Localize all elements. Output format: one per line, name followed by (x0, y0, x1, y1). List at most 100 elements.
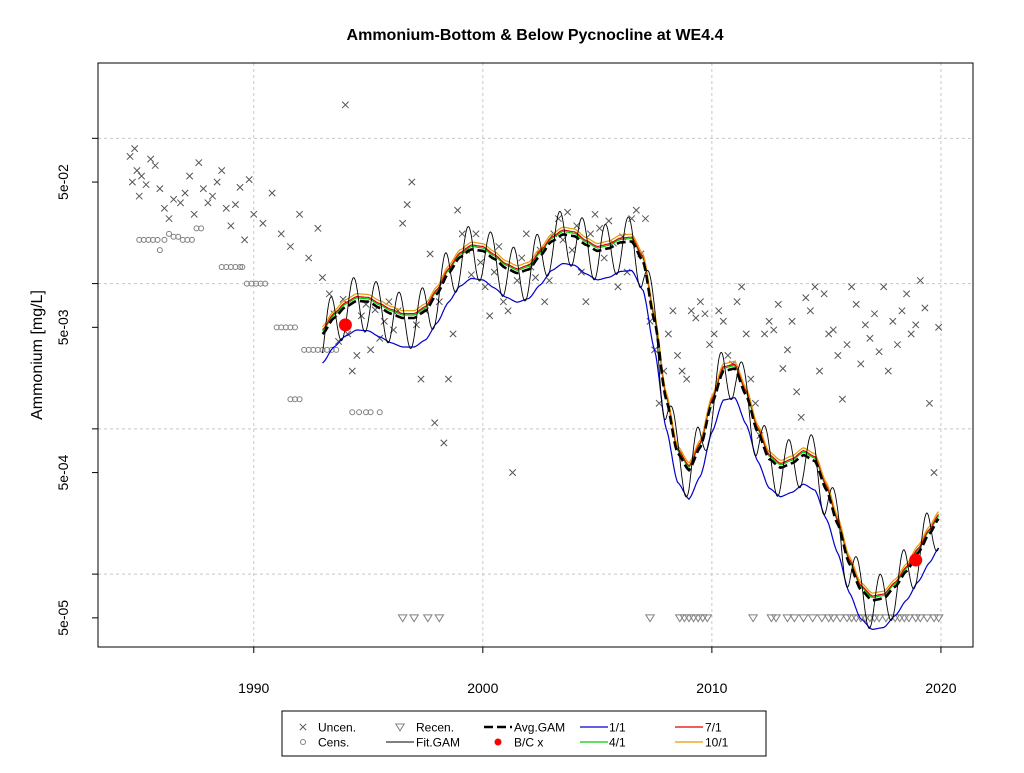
uncensored-point (614, 283, 622, 291)
uncensored-point (231, 201, 239, 209)
uncensored-point (884, 367, 892, 375)
uncensored-point (499, 298, 507, 306)
uncensored-point (522, 230, 530, 238)
uncensored-point (199, 185, 207, 193)
uncensored-point (673, 351, 682, 360)
uncensored-point (458, 230, 466, 238)
uncensored-point (399, 219, 407, 227)
uncensored-point (811, 283, 819, 291)
uncensored-point (408, 178, 416, 186)
recensored-point (408, 614, 420, 623)
uncensored-point (898, 307, 906, 315)
censored-point (376, 409, 383, 416)
uncensored-point (696, 298, 704, 306)
recensored-point (828, 614, 839, 623)
recensored-point (770, 614, 782, 623)
uncensored-point (692, 314, 700, 322)
uncensored-point (568, 246, 576, 254)
grid-lines (98, 63, 973, 647)
uncensored-point (353, 351, 361, 360)
data-series (126, 101, 944, 631)
censored-point (166, 230, 173, 237)
uncensored-point (545, 276, 553, 285)
uncensored-point (600, 254, 608, 262)
uncensored-point (628, 215, 636, 223)
uncensored-point (678, 367, 686, 375)
recensored-point (789, 614, 800, 623)
recensored-point (903, 614, 914, 623)
uncensored-point (683, 375, 691, 383)
censored-point (175, 233, 182, 240)
x-tick-label: 2000 (467, 680, 498, 696)
uncensored-point (151, 161, 159, 170)
fit-gam-line (322, 210, 940, 629)
uncensored-point (843, 341, 851, 349)
uncensored-point (176, 199, 185, 207)
uncensored-point (314, 224, 322, 232)
uncensored-point (541, 298, 549, 306)
uncensored-point (861, 321, 869, 329)
censored-point (349, 409, 356, 416)
uncensored-point (481, 283, 489, 291)
scenario-line-10-1 (322, 226, 940, 594)
scenario-line-7-1 (322, 229, 940, 597)
x-tick-label: 2020 (925, 680, 956, 696)
legend-label-s4_1: 4/1 (609, 736, 626, 750)
recensored-point (748, 614, 759, 623)
uncensored-point (848, 283, 856, 291)
recensored-point (873, 614, 885, 623)
bc-point (338, 318, 352, 332)
y-tick-label: 5e-02 (55, 164, 71, 200)
recensored-point (880, 614, 892, 623)
uncensored-point (268, 189, 276, 197)
uncensored-point (417, 375, 425, 383)
uncensored-point (742, 330, 750, 338)
uncensored-point (440, 439, 448, 447)
uncensored-point (195, 159, 203, 167)
uncensored-point (431, 419, 439, 427)
uncensored-point (348, 367, 356, 375)
uncensored-point (156, 185, 164, 193)
censored-point (154, 236, 161, 243)
uncensored-point (852, 300, 860, 308)
uncensored-point (870, 310, 879, 318)
uncensored-point (770, 326, 778, 334)
uncensored-point (131, 145, 139, 153)
legend-symbol-bc (494, 738, 502, 746)
plot-frame (97, 62, 974, 648)
x-tick-label: 2010 (696, 680, 727, 696)
censored-point (239, 264, 246, 271)
bc-point (909, 553, 923, 567)
uncensored-point (147, 155, 155, 163)
uncensored-point (213, 178, 221, 186)
uncensored-point (719, 317, 727, 325)
uncensored-point (596, 224, 604, 232)
uncensored-point (444, 375, 453, 383)
censored-point (291, 324, 298, 331)
legend-label-s10_1: 10/1 (705, 736, 729, 750)
uncensored-point (222, 204, 230, 212)
recensored-point (915, 614, 926, 623)
censored-point (198, 225, 205, 232)
legend-label-censored: Cens. (318, 736, 349, 750)
uncensored-point (733, 298, 741, 306)
uncensored-point (250, 210, 258, 218)
uncensored-point (245, 176, 253, 184)
uncensored-point (806, 307, 814, 315)
censored-point (333, 346, 340, 353)
uncensored-point (341, 101, 349, 109)
uncensored-point (126, 152, 134, 161)
censored-point (367, 409, 374, 416)
legend-label-avg_gam: Avg.GAM (514, 721, 565, 735)
recensored-point (644, 614, 656, 623)
uncensored-point (779, 365, 787, 373)
uncensored-point (318, 274, 327, 282)
uncensored-point (181, 189, 189, 197)
uncensored-point (586, 230, 595, 238)
recensored-point (798, 614, 809, 623)
uncensored-point (706, 341, 714, 349)
uncensored-point (305, 254, 313, 262)
uncensored-point (518, 254, 526, 262)
chart-title: Ammonium-Bottom & Below Pycnocline at WE… (347, 27, 724, 44)
